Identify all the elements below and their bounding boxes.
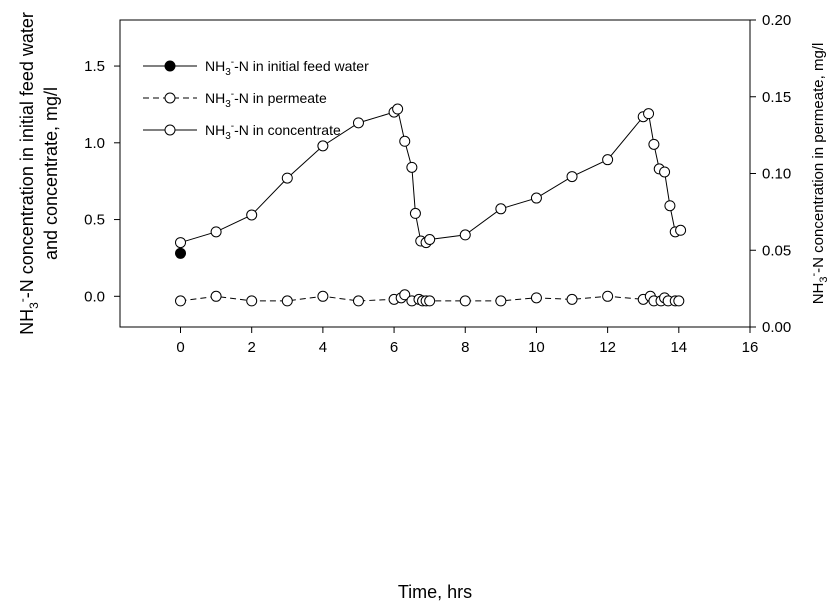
series-layer (175, 103, 687, 307)
y-right-axis-title-sub: 3 (818, 276, 830, 282)
x-tick-label: 10 (528, 339, 545, 356)
series-1-point (210, 290, 222, 302)
y-left-tick-label: 0.0 (84, 288, 105, 305)
series-2-point (675, 224, 687, 236)
ticks-layer: 0 2 4 6 8 10 12 14 16 0.0 0.5 1.0 1.5 0.00 0.05 0.10 0.1… (84, 12, 791, 356)
series-2-point (210, 226, 222, 238)
y-left-tick-label: 0.5 (84, 212, 105, 229)
series-2-point (664, 200, 676, 212)
series-1-point (566, 293, 578, 305)
series-2-point (495, 203, 507, 215)
x-tick-label: 14 (670, 339, 687, 356)
series-1-point (246, 295, 258, 307)
y-right-axis-title: NH3--N concentration in permeate, mg/l (808, 43, 830, 305)
x-tick-label: 12 (599, 339, 616, 356)
legend-marker-1 (164, 92, 176, 104)
series-2-point (281, 172, 293, 184)
legend-marker-0 (164, 60, 176, 72)
series-2-point (175, 237, 187, 249)
series-1-point (281, 295, 293, 307)
series-1-point (424, 295, 436, 307)
series-2-point (392, 103, 404, 115)
y-left-axis-title-line2: and concentrate, mg/l (41, 87, 61, 260)
series-2-point (659, 166, 671, 178)
x-axis-title: Time, hrs (398, 582, 472, 602)
y-right-tick-label: 0.00 (762, 319, 791, 336)
series-2-point (424, 234, 436, 246)
x-tick-label: 4 (319, 339, 327, 356)
y-right-axis-title-rest: -N concentration in permeate, mg/l (810, 43, 827, 273)
series-1-point (495, 295, 507, 307)
series-1-point (352, 295, 364, 307)
legend-label-0: NH3--N in initial feed water (205, 57, 369, 78)
series-2-point (406, 161, 418, 173)
y-right-tick-label: 0.15 (762, 89, 791, 106)
y-right-tick-label: 0.20 (762, 12, 791, 29)
series-1-point (459, 295, 471, 307)
y-left-tick-label: 1.5 (84, 58, 105, 75)
series-2-point (399, 135, 411, 147)
x-tick-label: 8 (461, 339, 469, 356)
series-2-point (530, 192, 542, 204)
x-tick-label: 16 (742, 339, 759, 356)
legend-label-1: NH3--N in permeate (205, 89, 327, 110)
legend-marker-2 (164, 124, 176, 136)
legend: NH3--N in initial feed water NH3--N in pe… (143, 57, 369, 142)
series-2-point (409, 207, 421, 219)
series-1-point (175, 295, 187, 307)
series-2-point (566, 171, 578, 183)
series-0-point (175, 247, 187, 259)
series-2-point (602, 154, 614, 166)
series-2-point (317, 140, 329, 152)
y-left-tick-label: 1.0 (84, 135, 105, 152)
series-1-point (602, 290, 614, 302)
y-left-axis-title-line1: NH3--N concentration in initial feed wat… (15, 12, 41, 335)
y-left-axis-title-line1-sup: - (15, 298, 29, 302)
series-2-point (459, 229, 471, 241)
y-left-axis-title: NH3--N concentration in initial feed wat… (15, 12, 61, 335)
series-1-point (530, 292, 542, 304)
y-right-axis-title-sup: - (808, 272, 820, 276)
x-tick-label: 0 (176, 339, 184, 356)
series-2-point (643, 108, 655, 120)
x-tick-label: 2 (248, 339, 256, 356)
series-1-point (673, 295, 685, 307)
series-1-point (399, 289, 411, 301)
y-right-tick-label: 0.05 (762, 242, 791, 259)
y-right-axis-title-text: NH3--N concentration in permeate, mg/l (808, 43, 830, 305)
legend-label-2: NH3--N in concentrate (205, 121, 341, 142)
y-left-axis-title-line1-sub: 3 (27, 302, 41, 309)
series-2-point (648, 138, 660, 150)
y-right-tick-label: 0.10 (762, 166, 791, 183)
x-tick-label: 6 (390, 339, 398, 356)
y-left-axis-title-line1-rest: -N concentration in initial feed water (17, 12, 37, 298)
series-1-point (317, 290, 329, 302)
series-2-point (352, 117, 364, 129)
series-2-point (246, 209, 258, 221)
